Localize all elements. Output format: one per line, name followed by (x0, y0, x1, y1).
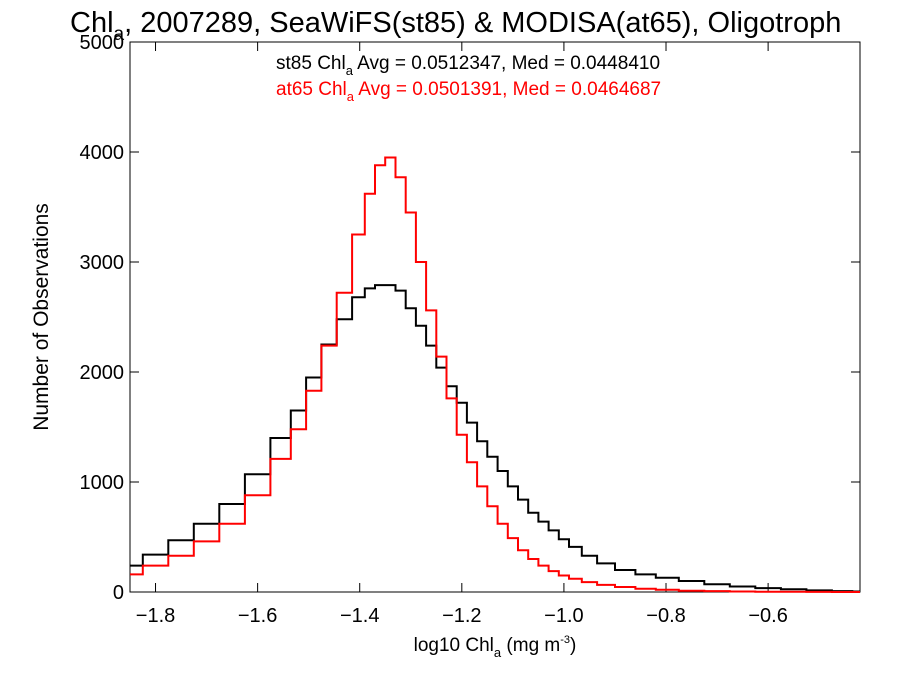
x-axis-label: log10 Chla (mg m-3) (414, 634, 577, 660)
x-axis-ticks: −1.8 −1.6 −1.4 −1.2 −1.0 −0.8 −0.6 (136, 42, 788, 627)
y-tick-label: 3000 (80, 252, 125, 274)
y-tick-label: 0 (113, 582, 124, 604)
y-tick-label: 5000 (80, 32, 125, 54)
chart-title: Chla, 2007289, SeaWiFS(st85) & MODISA(at… (70, 7, 841, 45)
x-tick-label: −1.6 (238, 605, 277, 627)
legend-st85: st85 Chla Avg = 0.0512347, Med = 0.04484… (276, 53, 660, 78)
series-line-1 (130, 156, 860, 593)
y-tick-label: 1000 (80, 472, 125, 494)
x-tick-label: −1.0 (544, 605, 583, 627)
series-layer (130, 156, 860, 593)
x-tick-label: −0.8 (646, 605, 685, 627)
x-tick-label: −1.2 (442, 605, 481, 627)
y-tick-label: 2000 (80, 362, 125, 384)
x-tick-label: −1.8 (136, 605, 175, 627)
y-axis-label: Number of Observations (30, 203, 53, 431)
x-tick-label: −1.4 (340, 605, 379, 627)
series-line-0 (130, 284, 860, 593)
x-tick-label: −0.6 (748, 605, 787, 627)
legend-at65: at65 Chla Avg = 0.0501391, Med = 0.04646… (276, 79, 661, 104)
y-axis-ticks: 0 1000 2000 3000 4000 5000 (80, 32, 860, 604)
plot-frame (129, 41, 861, 593)
y-tick-label: 4000 (80, 142, 125, 164)
